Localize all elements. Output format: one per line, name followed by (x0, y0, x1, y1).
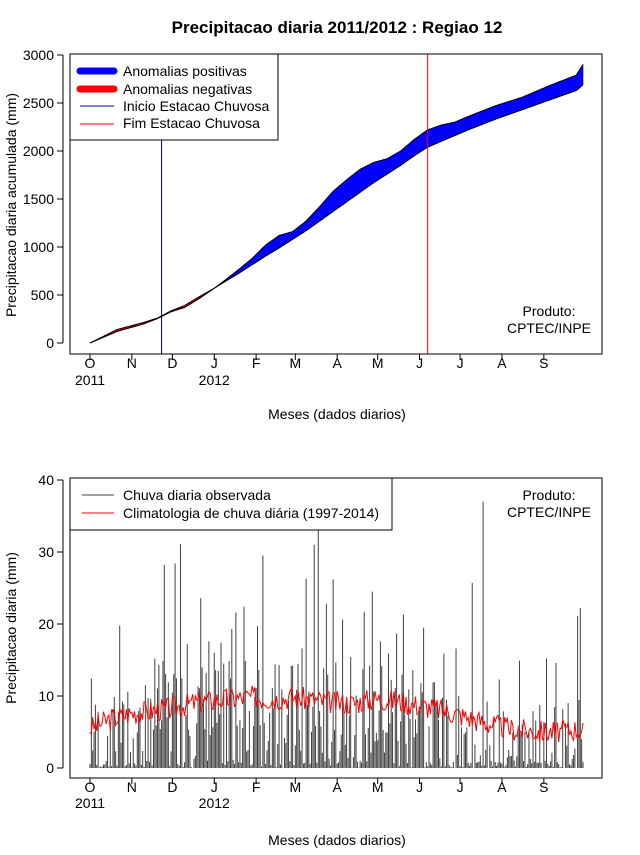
bottom-x-tick-label: M (289, 779, 301, 795)
climatology-accumulated-line (89, 84, 584, 344)
bottom-y-tick-label: 40 (38, 472, 54, 488)
top-y-tick-label: 1500 (23, 191, 54, 207)
chart-title: Precipitacao diaria 2011/2012 : Regiao 1… (172, 18, 503, 37)
top-x-tick-label: S (539, 355, 548, 371)
curve-layer (89, 64, 584, 344)
x-axis-bottom: O N D J F M A M J J A S 2011 2012 (75, 777, 549, 811)
bottom-year-label: 2011 (75, 795, 105, 811)
legend-box-bottom (69, 477, 393, 531)
product-label-top: Produto: (523, 303, 576, 319)
observed-accumulated-line (89, 64, 584, 344)
legend-label-observed: Chuva diaria observada (123, 487, 271, 503)
top-y-tick-label: 500 (31, 287, 55, 303)
positive-anomaly-segment (581, 63, 584, 87)
legend-label-season-start: Inicio Estacao Chuvosa (123, 98, 270, 114)
legend-label-climatology: Climatologia de chuva diária (1997-2014) (123, 505, 379, 521)
legend-bottom: Chuva diaria observada Climatologia de c… (69, 477, 393, 531)
daily-rain-bars (89, 501, 584, 768)
legend-label-season-end: Fim Estacao Chuvosa (123, 115, 260, 131)
bottom-x-tick-label: N (127, 779, 137, 795)
y-axis-bottom: 0 10 20 30 40 (38, 472, 64, 776)
top-x-tick-label: J (416, 355, 423, 371)
climatology-daily-line (89, 685, 584, 743)
top-x-tick-label: O (85, 355, 96, 371)
bottom-x-tick-label: J (416, 779, 423, 795)
top-y-tick-label: 0 (46, 335, 54, 351)
bottom-x-tick-label: D (167, 779, 177, 795)
bottom-y-tick-label: 30 (38, 544, 54, 560)
x-axis-label-bottom: Meses (dados diarios) (268, 832, 406, 848)
x-axis-top: O N D J F M A M J J A S 2011 2012 (75, 353, 549, 388)
bottom-y-tick-label: 10 (38, 688, 54, 704)
bottom-y-tick-label: 0 (46, 760, 54, 776)
legend-label-positive: Anomalias positivas (123, 63, 247, 79)
y-axis-label-bottom: Precipitacao diaria (mm) (3, 552, 19, 704)
top-x-tick-label: F (252, 355, 261, 371)
top-x-tick-label: N (127, 355, 137, 371)
product-label-bottom: Produto: (523, 487, 576, 503)
bottom-x-tick-label: A (497, 779, 507, 795)
bottom-x-tick-label: A (333, 779, 343, 795)
bottom-y-tick-label: 20 (38, 616, 54, 632)
top-y-tick-label: 2500 (23, 95, 54, 111)
y-axis-top: 0 500 1000 1500 2000 2500 3000 (23, 47, 64, 351)
product-source-top: CPTEC/INPE (507, 320, 591, 336)
x-axis-label-top: Meses (dados diarios) (268, 406, 406, 422)
bottom-x-tick-label: O (85, 779, 96, 795)
top-x-tick-label: D (167, 355, 177, 371)
bottom-x-tick-label: S (539, 779, 548, 795)
bottom-year-label: 2012 (199, 795, 230, 811)
bottom-x-tick-label: J (457, 779, 464, 795)
product-source-bottom: CPTEC/INPE (507, 504, 591, 520)
top-x-tick-label: A (333, 355, 343, 371)
y-axis-label-top: Precipitacao diaria acumulada (mm) (3, 93, 19, 317)
top-year-label: 2012 (199, 372, 230, 388)
top-y-tick-label: 1000 (23, 239, 54, 255)
climatology-line-layer (89, 685, 584, 743)
top-x-tick-label: J (457, 355, 464, 371)
bottom-x-tick-label: J (211, 779, 218, 795)
top-y-tick-label: 2000 (23, 143, 54, 159)
bottom-x-tick-label: F (252, 779, 261, 795)
legend-top: Anomalias positivas Anomalias negativas … (69, 53, 279, 141)
bottom-x-tick-label: M (372, 779, 384, 795)
top-x-tick-label: J (211, 355, 218, 371)
top-x-tick-label: A (497, 355, 507, 371)
top-y-tick-label: 3000 (23, 47, 54, 63)
legend-label-negative: Anomalias negativas (123, 81, 252, 97)
top-year-label: 2011 (75, 372, 105, 388)
top-x-tick-label: M (289, 355, 301, 371)
top-x-tick-label: M (372, 355, 384, 371)
